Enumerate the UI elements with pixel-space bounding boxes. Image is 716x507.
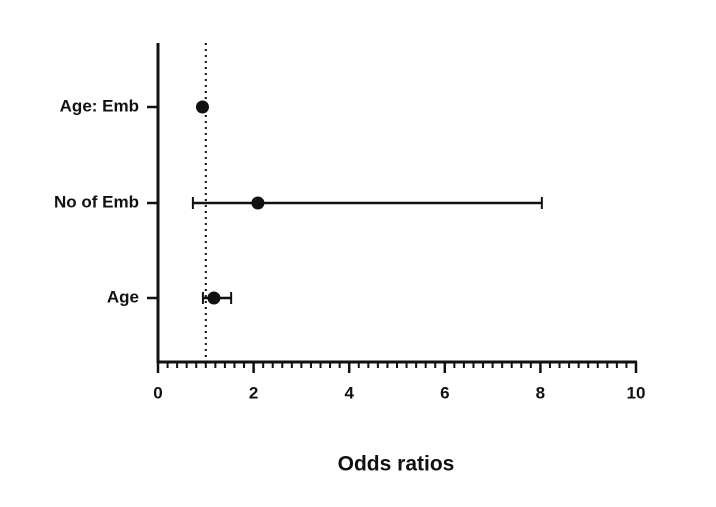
y-tick-label: Age: Emb [60, 96, 139, 115]
x-tick-label: 8 [536, 383, 545, 402]
x-axis-label: Odds ratios [338, 453, 455, 476]
point [251, 196, 265, 210]
point [207, 291, 221, 305]
x-tick-label: 2 [249, 383, 258, 402]
point [195, 100, 209, 114]
y-tick-label: No of Emb [54, 192, 139, 211]
x-tick-label: 4 [344, 383, 354, 402]
y-tick-label: Age [107, 287, 139, 306]
x-tick-label: 10 [627, 383, 646, 402]
x-tick-label: 0 [153, 383, 162, 402]
x-tick-label: 6 [440, 383, 449, 402]
